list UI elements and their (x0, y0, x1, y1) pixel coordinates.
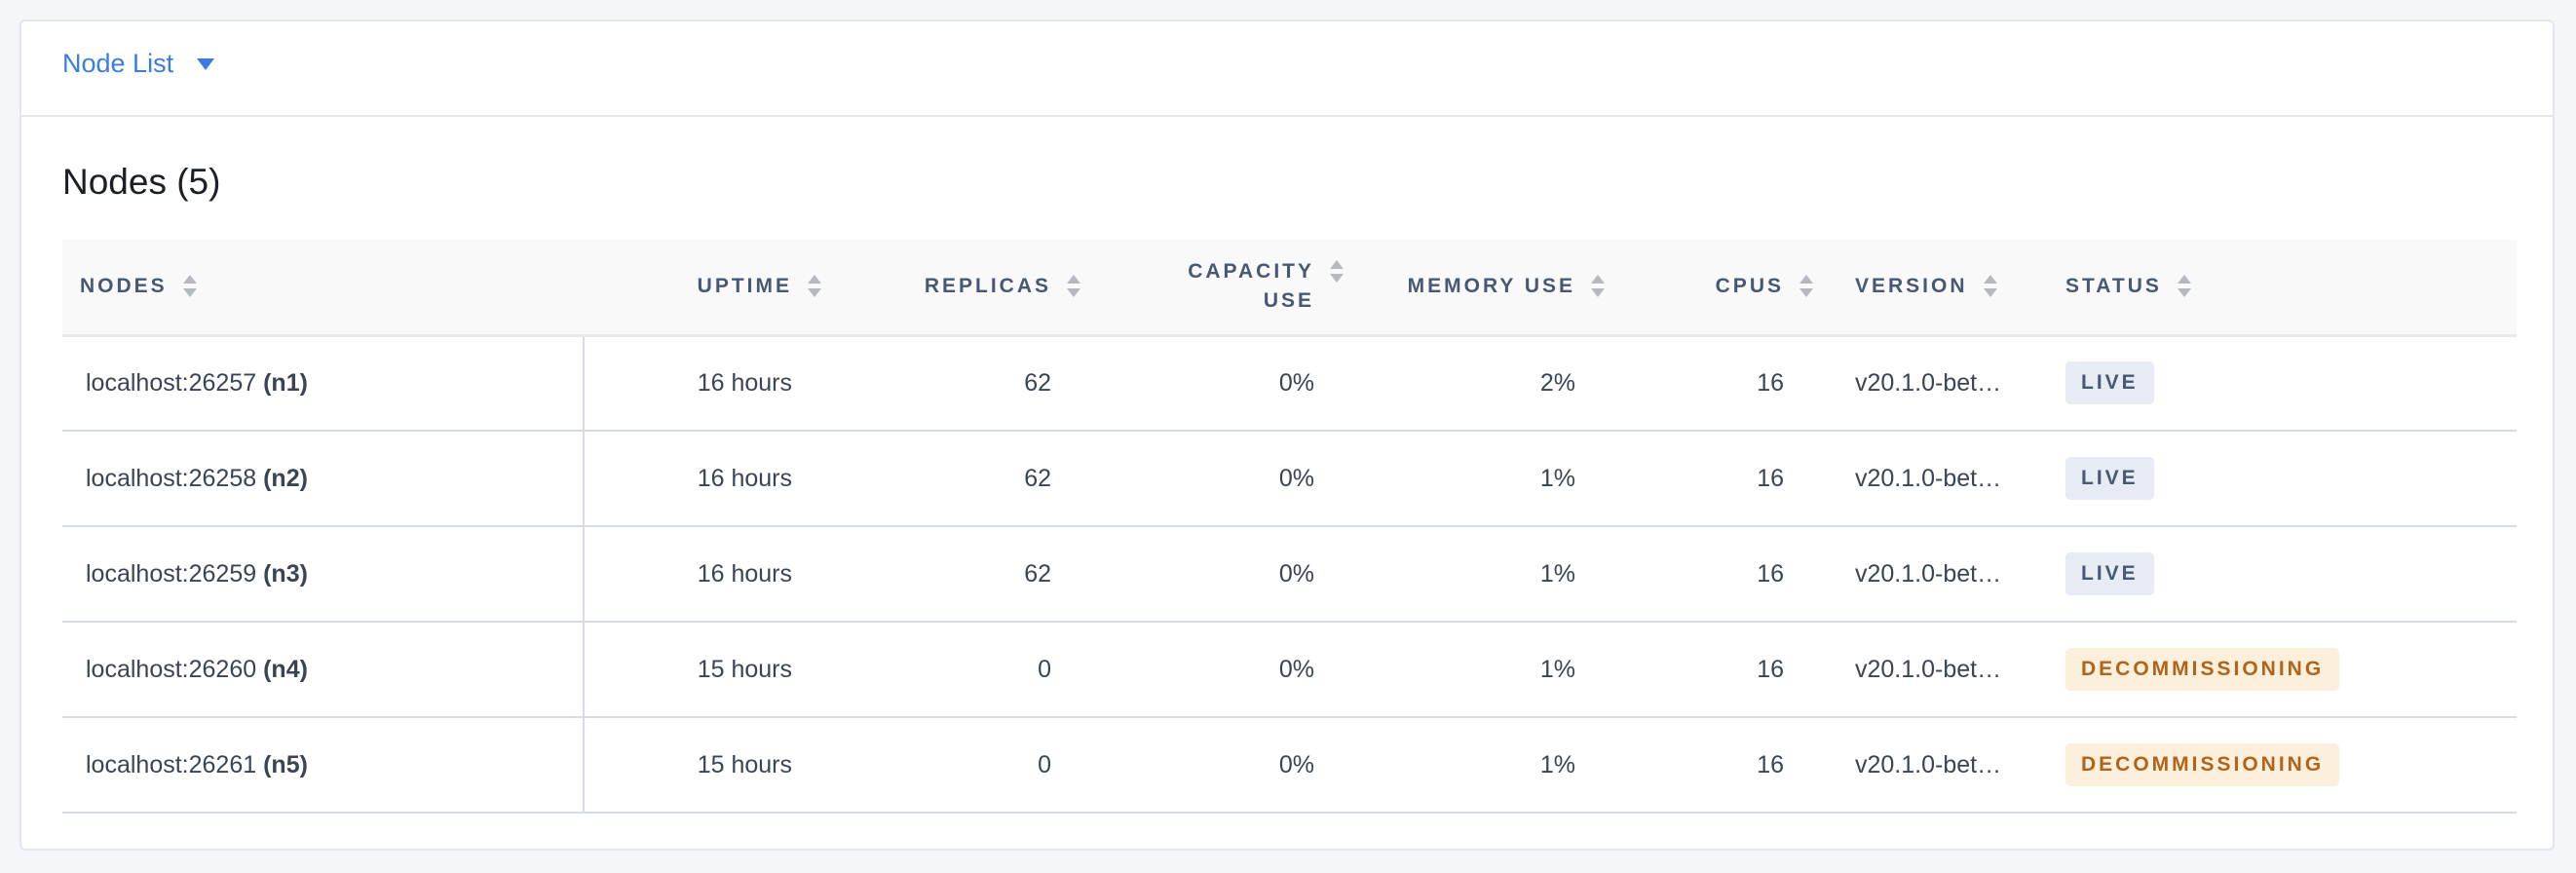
status-cell: DECOMMISSIONING (2033, 717, 2517, 814)
status-cell: LIVE (2033, 335, 2517, 432)
node-id: (n2) (263, 464, 308, 492)
capacity-use-cell: 0% (1090, 717, 1353, 814)
column-label: STATUS (2065, 275, 2162, 298)
status-badge: LIVE (2065, 457, 2154, 500)
column-header-capacity-use[interactable]: CAPACITY USE (1090, 240, 1353, 337)
table-row[interactable]: localhost:26260 (n4) 15 hours 0 0% 1% 16 v20.1… (62, 622, 2517, 718)
replicas-cell: 62 (831, 431, 1090, 527)
sort-icon[interactable] (182, 275, 197, 300)
node-address[interactable]: localhost:26259 (86, 559, 257, 588)
column-header-memory-use[interactable]: MEMORY USE (1353, 240, 1614, 337)
column-label: NODES (80, 275, 168, 298)
status-badge: DECOMMISSIONING (2065, 743, 2340, 786)
uptime-cell: 15 hours (584, 717, 831, 814)
uptime-cell: 15 hours (584, 622, 831, 718)
replicas-cell: 62 (831, 335, 1090, 432)
cpus-cell: 16 (1614, 431, 1823, 527)
sort-icon[interactable] (808, 275, 821, 300)
caret-down-icon (197, 57, 215, 70)
version-cell: v20.1.0-bet… (1823, 526, 2033, 623)
column-label: REPLICAS (924, 275, 1051, 298)
cpus-cell: 16 (1614, 335, 1823, 432)
table-header-row: NODES UPTIME REPLICAS CAPACITY USE MEMORY… (62, 240, 2517, 337)
cpus-cell: 16 (1614, 622, 1823, 718)
sort-icon[interactable] (1983, 275, 1997, 300)
sort-icon[interactable] (1330, 260, 1344, 285)
memory-use-cell: 1% (1353, 717, 1614, 814)
column-label: CPUS (1715, 275, 1784, 298)
uptime-cell: 16 hours (584, 526, 831, 623)
node-id: (n3) (263, 559, 308, 588)
column-label: CAPACITY (1188, 260, 1314, 284)
node-list-card: Node List Nodes (5) NODES UPTIME REPLICA… (19, 19, 2555, 851)
status-badge: LIVE (2065, 552, 2154, 595)
table-row[interactable]: localhost:26257 (n1) 16 hours 62 0% 2% 16 v20.… (62, 335, 2517, 432)
status-cell: LIVE (2033, 431, 2517, 527)
dropdown-label: Node List (62, 49, 174, 78)
version-cell: v20.1.0-bet… (1823, 717, 2033, 814)
column-header-cpus[interactable]: CPUS (1614, 240, 1823, 337)
node-cell[interactable]: localhost:26257 (n1) (62, 335, 585, 432)
capacity-use-cell: 0% (1090, 622, 1353, 718)
column-label: UPTIME (697, 275, 792, 298)
column-header-status[interactable]: STATUS (2033, 240, 2517, 337)
column-label: MEMORY USE (1407, 275, 1575, 298)
node-cell[interactable]: localhost:26260 (n4) (62, 622, 585, 718)
page-header: Node List (21, 21, 2553, 117)
node-id: (n4) (263, 655, 308, 683)
page-title: Nodes (5) (62, 162, 221, 202)
uptime-cell: 16 hours (584, 335, 831, 432)
replicas-cell: 62 (831, 526, 1090, 623)
version-cell: v20.1.0-bet… (1823, 431, 2033, 527)
capacity-use-cell: 0% (1090, 526, 1353, 623)
cpus-cell: 16 (1614, 717, 1823, 814)
column-label: USE (1263, 289, 1314, 313)
node-id: (n5) (263, 750, 308, 778)
column-header-nodes[interactable]: NODES (62, 240, 584, 337)
sort-icon[interactable] (1799, 275, 1813, 300)
node-cell[interactable]: localhost:26259 (n3) (62, 526, 585, 623)
column-header-uptime[interactable]: UPTIME (584, 240, 831, 337)
memory-use-cell: 1% (1353, 431, 1614, 527)
status-cell: LIVE (2033, 526, 2517, 623)
sort-icon[interactable] (1591, 275, 1605, 300)
table-row[interactable]: localhost:26258 (n2) 16 hours 62 0% 1% 16 v20.… (62, 431, 2517, 527)
node-list-dropdown[interactable]: Node List (62, 49, 215, 79)
status-badge: DECOMMISSIONING (2065, 648, 2340, 691)
node-address[interactable]: localhost:26257 (86, 368, 257, 397)
replicas-cell: 0 (831, 717, 1090, 814)
memory-use-cell: 1% (1353, 622, 1614, 718)
capacity-use-cell: 0% (1090, 335, 1353, 432)
capacity-use-cell: 0% (1090, 431, 1353, 527)
sort-icon[interactable] (1067, 275, 1080, 300)
column-header-replicas[interactable]: REPLICAS (831, 240, 1090, 337)
column-header-version[interactable]: VERSION (1823, 240, 2033, 337)
uptime-cell: 16 hours (584, 431, 831, 527)
node-address[interactable]: localhost:26261 (86, 750, 257, 778)
node-address[interactable]: localhost:26260 (86, 655, 257, 683)
sort-icon[interactable] (2177, 275, 2191, 300)
nodes-table: NODES UPTIME REPLICAS CAPACITY USE MEMORY… (62, 240, 2517, 814)
node-cell[interactable]: localhost:26258 (n2) (62, 431, 585, 527)
status-badge: LIVE (2065, 361, 2154, 405)
table-row[interactable]: localhost:26259 (n3) 16 hours 62 0% 1% 16 v20.… (62, 526, 2517, 623)
version-cell: v20.1.0-bet… (1823, 335, 2033, 432)
node-id: (n1) (263, 368, 308, 397)
memory-use-cell: 1% (1353, 526, 1614, 623)
node-cell[interactable]: localhost:26261 (n5) (62, 717, 585, 814)
memory-use-cell: 2% (1353, 335, 1614, 432)
replicas-cell: 0 (831, 622, 1090, 718)
version-cell: v20.1.0-bet… (1823, 622, 2033, 718)
node-address[interactable]: localhost:26258 (86, 464, 257, 492)
status-cell: DECOMMISSIONING (2033, 622, 2517, 718)
column-label: VERSION (1855, 275, 1968, 298)
cpus-cell: 16 (1614, 526, 1823, 623)
table-row[interactable]: localhost:26261 (n5) 15 hours 0 0% 1% 16 v20.1… (62, 717, 2517, 814)
